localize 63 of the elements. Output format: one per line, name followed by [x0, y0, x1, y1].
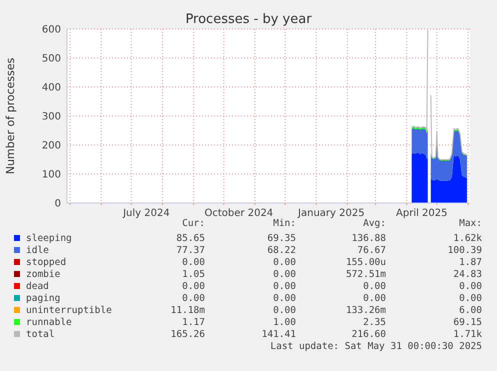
x-tick-label: October 2024 [204, 208, 274, 219]
text: 155.00u [346, 257, 386, 268]
text: 24.83 [453, 269, 482, 280]
text: 1.05 [182, 269, 205, 280]
text: 1.62k [453, 233, 482, 244]
text: Min: [273, 218, 296, 229]
legend-label: sleeping [26, 233, 72, 244]
text: 141.41 [262, 329, 296, 340]
text: 11.18m [170, 305, 206, 316]
text: 76.67 [357, 245, 386, 256]
text: 6.00 [459, 305, 482, 316]
text: 165.26 [170, 329, 206, 340]
legend-label: idle [26, 245, 50, 256]
y-tick-label: 500 [42, 54, 61, 64]
text: 133.26m [346, 305, 386, 316]
text: 572.51m [346, 269, 386, 280]
text: 1.87 [459, 257, 482, 268]
legend-label: stopped [26, 257, 66, 268]
x-tick-label: January 2025 [297, 208, 365, 219]
legend-label: runnable [26, 317, 72, 328]
text: 1.00 [273, 317, 296, 328]
y-tick-label: 0 [54, 198, 61, 210]
text: 0.00 [182, 293, 206, 304]
text: 0.00 [363, 293, 386, 304]
text: Cur: [182, 218, 205, 229]
text: 2.35 [363, 317, 386, 328]
legend-label: zombie [26, 269, 61, 280]
text: 69.15 [453, 317, 482, 328]
y-tick-label: 200 [42, 140, 61, 152]
y-tick-label: 600 [42, 24, 61, 36]
x-tick-label: April 2025 [396, 208, 448, 219]
text: Max: [459, 218, 482, 229]
x-tick-label: July 2024 [122, 208, 170, 219]
text: 216.60 [352, 329, 386, 340]
text: 0.00 [273, 257, 296, 268]
text: 0.00 [182, 257, 206, 268]
text: 0.00 [273, 305, 296, 316]
y-tick-label: 100 [42, 170, 61, 180]
legend-label: dead [26, 281, 49, 292]
text: 85.65 [176, 233, 205, 244]
text: 1.17 [182, 317, 205, 328]
legend-label: uninterruptible [26, 305, 112, 316]
text: Last update: Sat May 31 00:00:30 2025 [270, 341, 482, 352]
text: 0.00 [273, 293, 296, 304]
text: 100.39 [448, 245, 482, 256]
text: 77.37 [176, 245, 205, 256]
text: 69.35 [267, 233, 296, 244]
text: 0.00 [182, 281, 206, 292]
y-tick-label: 300 [42, 112, 61, 122]
legend-label: paging [26, 293, 60, 304]
text: 0.00 [459, 293, 482, 304]
text: 0.00 [363, 281, 386, 292]
legend-label: total [26, 329, 55, 340]
y-tick-label: 400 [42, 82, 61, 94]
chart-title: Processes - by year [185, 12, 312, 27]
y-axis-title: Number of processes [4, 57, 17, 174]
text: 68.22 [267, 245, 296, 256]
text: 1.71k [453, 329, 482, 340]
text: 0.00 [459, 281, 482, 292]
text: 0.00 [273, 269, 296, 280]
text: 0.00 [273, 281, 296, 292]
text: Avg: [363, 218, 386, 229]
text: 136.88 [352, 233, 386, 244]
